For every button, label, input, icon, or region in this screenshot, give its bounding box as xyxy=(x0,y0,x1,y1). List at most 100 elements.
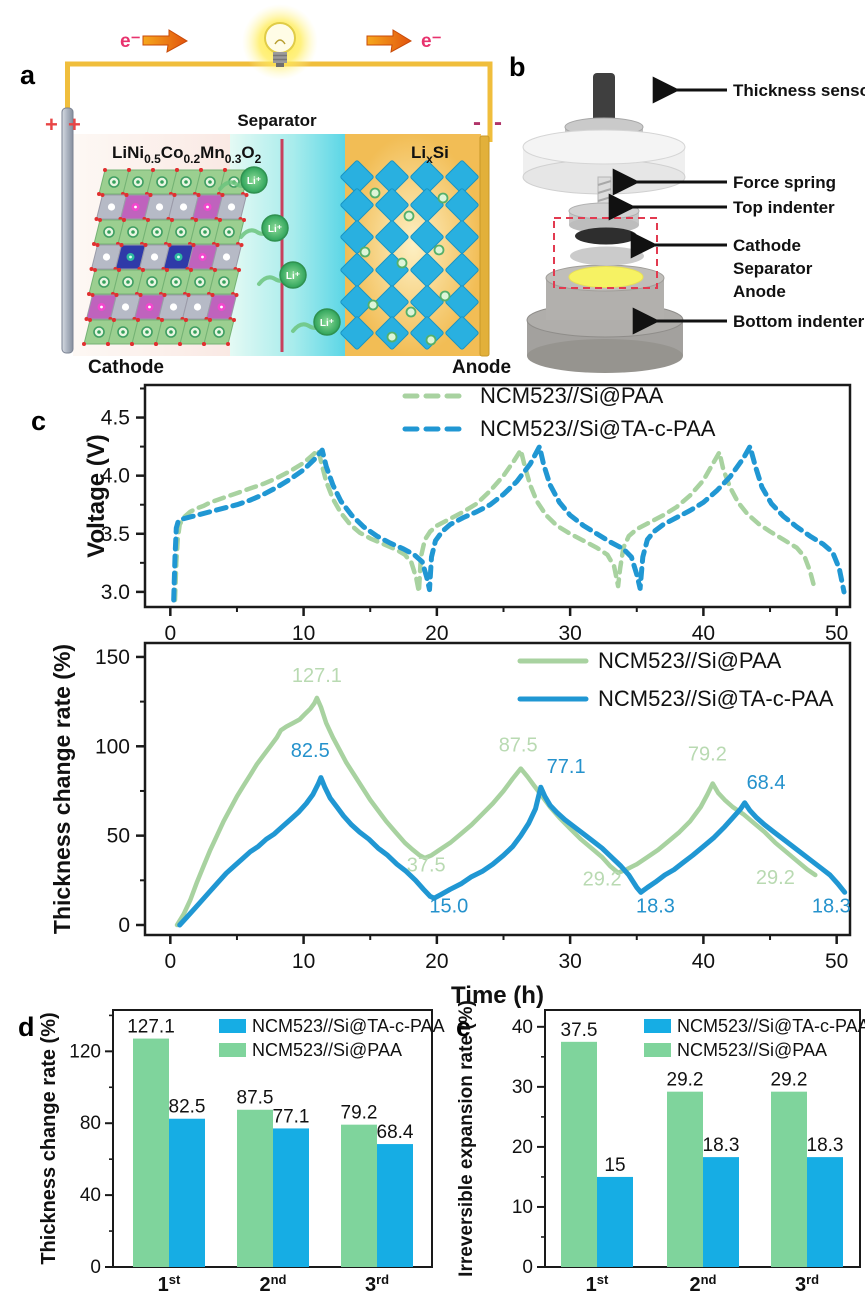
li-ion-icon xyxy=(240,166,268,194)
lattice-vertex xyxy=(89,267,94,271)
x-tick-label: 40 xyxy=(692,950,715,973)
silicon-diamond xyxy=(445,160,479,194)
lattice-vertex xyxy=(223,168,227,172)
lattice-dot xyxy=(179,230,183,234)
category-label: 2nd xyxy=(259,1272,286,1296)
li-ring xyxy=(396,257,408,269)
lattice-vertex xyxy=(94,217,99,221)
lattice-vertex xyxy=(184,318,188,322)
lattice-vertex xyxy=(191,243,196,247)
tacpaa-bar xyxy=(273,1128,309,1267)
data-annotation: 18.3 xyxy=(812,895,851,917)
lattice-vertex xyxy=(215,243,220,247)
paa-bar-value: 79.2 xyxy=(341,1103,378,1124)
y-tick-label: 100 xyxy=(95,735,130,758)
lattice-dot xyxy=(112,180,116,184)
legend-label-paa: NCM523//Si@PAA xyxy=(480,383,664,408)
li-ion-label: Li⁺ xyxy=(320,318,334,329)
legend-swatch-tacpaa xyxy=(219,1019,246,1033)
li-ring xyxy=(359,246,371,258)
lattice-vertex xyxy=(220,193,225,197)
y-tick-label: 3.5 xyxy=(101,523,130,546)
li-ion-label: Li⁺ xyxy=(247,176,261,187)
paa-bar xyxy=(341,1124,377,1267)
lattice-vertex xyxy=(84,317,89,321)
y-tick-label: 30 xyxy=(512,1077,533,1098)
x-tick-label: 30 xyxy=(558,622,581,645)
thickness-sensor-rod xyxy=(593,73,615,129)
y-axis-title: Voltage (V) xyxy=(83,434,110,558)
paa-bar-value: 127.1 xyxy=(127,1017,175,1038)
lattice-dot xyxy=(134,205,137,209)
label-anode: Anode xyxy=(733,282,786,301)
lattice-dot xyxy=(206,205,209,209)
lattice-vertex xyxy=(167,243,172,247)
cathode-current-collector xyxy=(61,107,74,354)
tacpaa-curve xyxy=(171,444,847,603)
spring-housing-disc xyxy=(522,129,686,195)
lattice-vertex xyxy=(242,218,246,222)
lattice-vertex xyxy=(87,292,91,296)
electron-label-right: e⁻ xyxy=(421,31,442,52)
category-label: 1st xyxy=(158,1272,181,1296)
paa-bar xyxy=(237,1109,273,1267)
lattice-vertex xyxy=(97,192,101,196)
lattice-vertex xyxy=(210,293,215,297)
lattice-dot xyxy=(100,305,103,309)
lattice-vertex xyxy=(160,318,164,322)
tacpaa-bar-value: 77.1 xyxy=(273,1106,310,1127)
paa-curve xyxy=(172,447,817,603)
y-tick-label: 4.5 xyxy=(101,407,130,430)
legend-label-tacpaa: NCM523//Si@TA-c-PAA xyxy=(480,416,716,441)
lattice-vertex xyxy=(202,342,206,346)
silicon-diamond xyxy=(410,188,444,222)
silicon-diamond xyxy=(375,285,409,319)
cycling-line-charts: 3.0 3.5 4.0 4.5 0 10 20 30 40 50 Voltage (V) NCM523… xyxy=(49,383,852,1009)
x-tick-label: 40 xyxy=(692,622,715,645)
data-annotation: 82.5 xyxy=(291,740,330,762)
lattice-vertex xyxy=(232,318,236,322)
data-annotation: 77.1 xyxy=(547,756,586,778)
x-tick-label: 50 xyxy=(825,950,848,973)
lattice-dot xyxy=(217,330,221,334)
li-ring xyxy=(425,334,437,346)
silicon-diamond xyxy=(410,253,444,287)
minus-sign-1: - xyxy=(473,109,481,136)
silicon-diamond xyxy=(340,316,374,350)
lattice-vertex xyxy=(148,193,153,197)
li-ion-label: Li⁺ xyxy=(268,224,282,235)
panel-d-label: d xyxy=(18,1012,35,1042)
lattice-vertex xyxy=(119,243,124,247)
lattice-vertex xyxy=(130,342,134,346)
y-tick-label: 40 xyxy=(80,1185,101,1206)
tacpaa-bar xyxy=(807,1157,843,1267)
category-label: 2nd xyxy=(689,1272,716,1296)
anode-current-collector xyxy=(479,135,490,357)
lattice-vertex xyxy=(208,318,212,322)
paa-bar xyxy=(771,1091,807,1267)
lattice-vertex xyxy=(141,268,145,272)
lattice-vertex xyxy=(218,218,222,222)
lattice-dot xyxy=(169,330,173,334)
lattice-vertex xyxy=(170,218,174,222)
y-tick-label: 150 xyxy=(95,646,130,669)
lattice-vertex xyxy=(226,342,230,346)
plot-frame xyxy=(143,641,852,937)
lattice-dot xyxy=(136,180,140,184)
legend-swatch-tacpaa xyxy=(644,1019,671,1033)
lattice-vertex xyxy=(114,293,119,297)
data-annotation: 68.4 xyxy=(747,772,786,794)
paa-bar-value: 29.2 xyxy=(667,1070,704,1091)
lattice-vertex xyxy=(82,342,86,346)
thickness-change-bar-chart: 0 40 80 120 Thickness change rate (%) 127.1 82… xyxy=(38,1009,445,1296)
x-axis-title: Time (h) xyxy=(451,982,544,1009)
lattice-vertex xyxy=(239,243,244,247)
silicon-diamond xyxy=(410,285,444,319)
data-annotation: 87.5 xyxy=(499,735,538,757)
data-annotation: 15.0 xyxy=(429,895,468,917)
lattice-dot xyxy=(131,230,135,234)
lattice-vertex xyxy=(90,293,95,297)
light-bulb-icon xyxy=(242,4,318,80)
y-tick-label: 3.0 xyxy=(101,581,130,604)
lattice-dot xyxy=(160,180,164,184)
